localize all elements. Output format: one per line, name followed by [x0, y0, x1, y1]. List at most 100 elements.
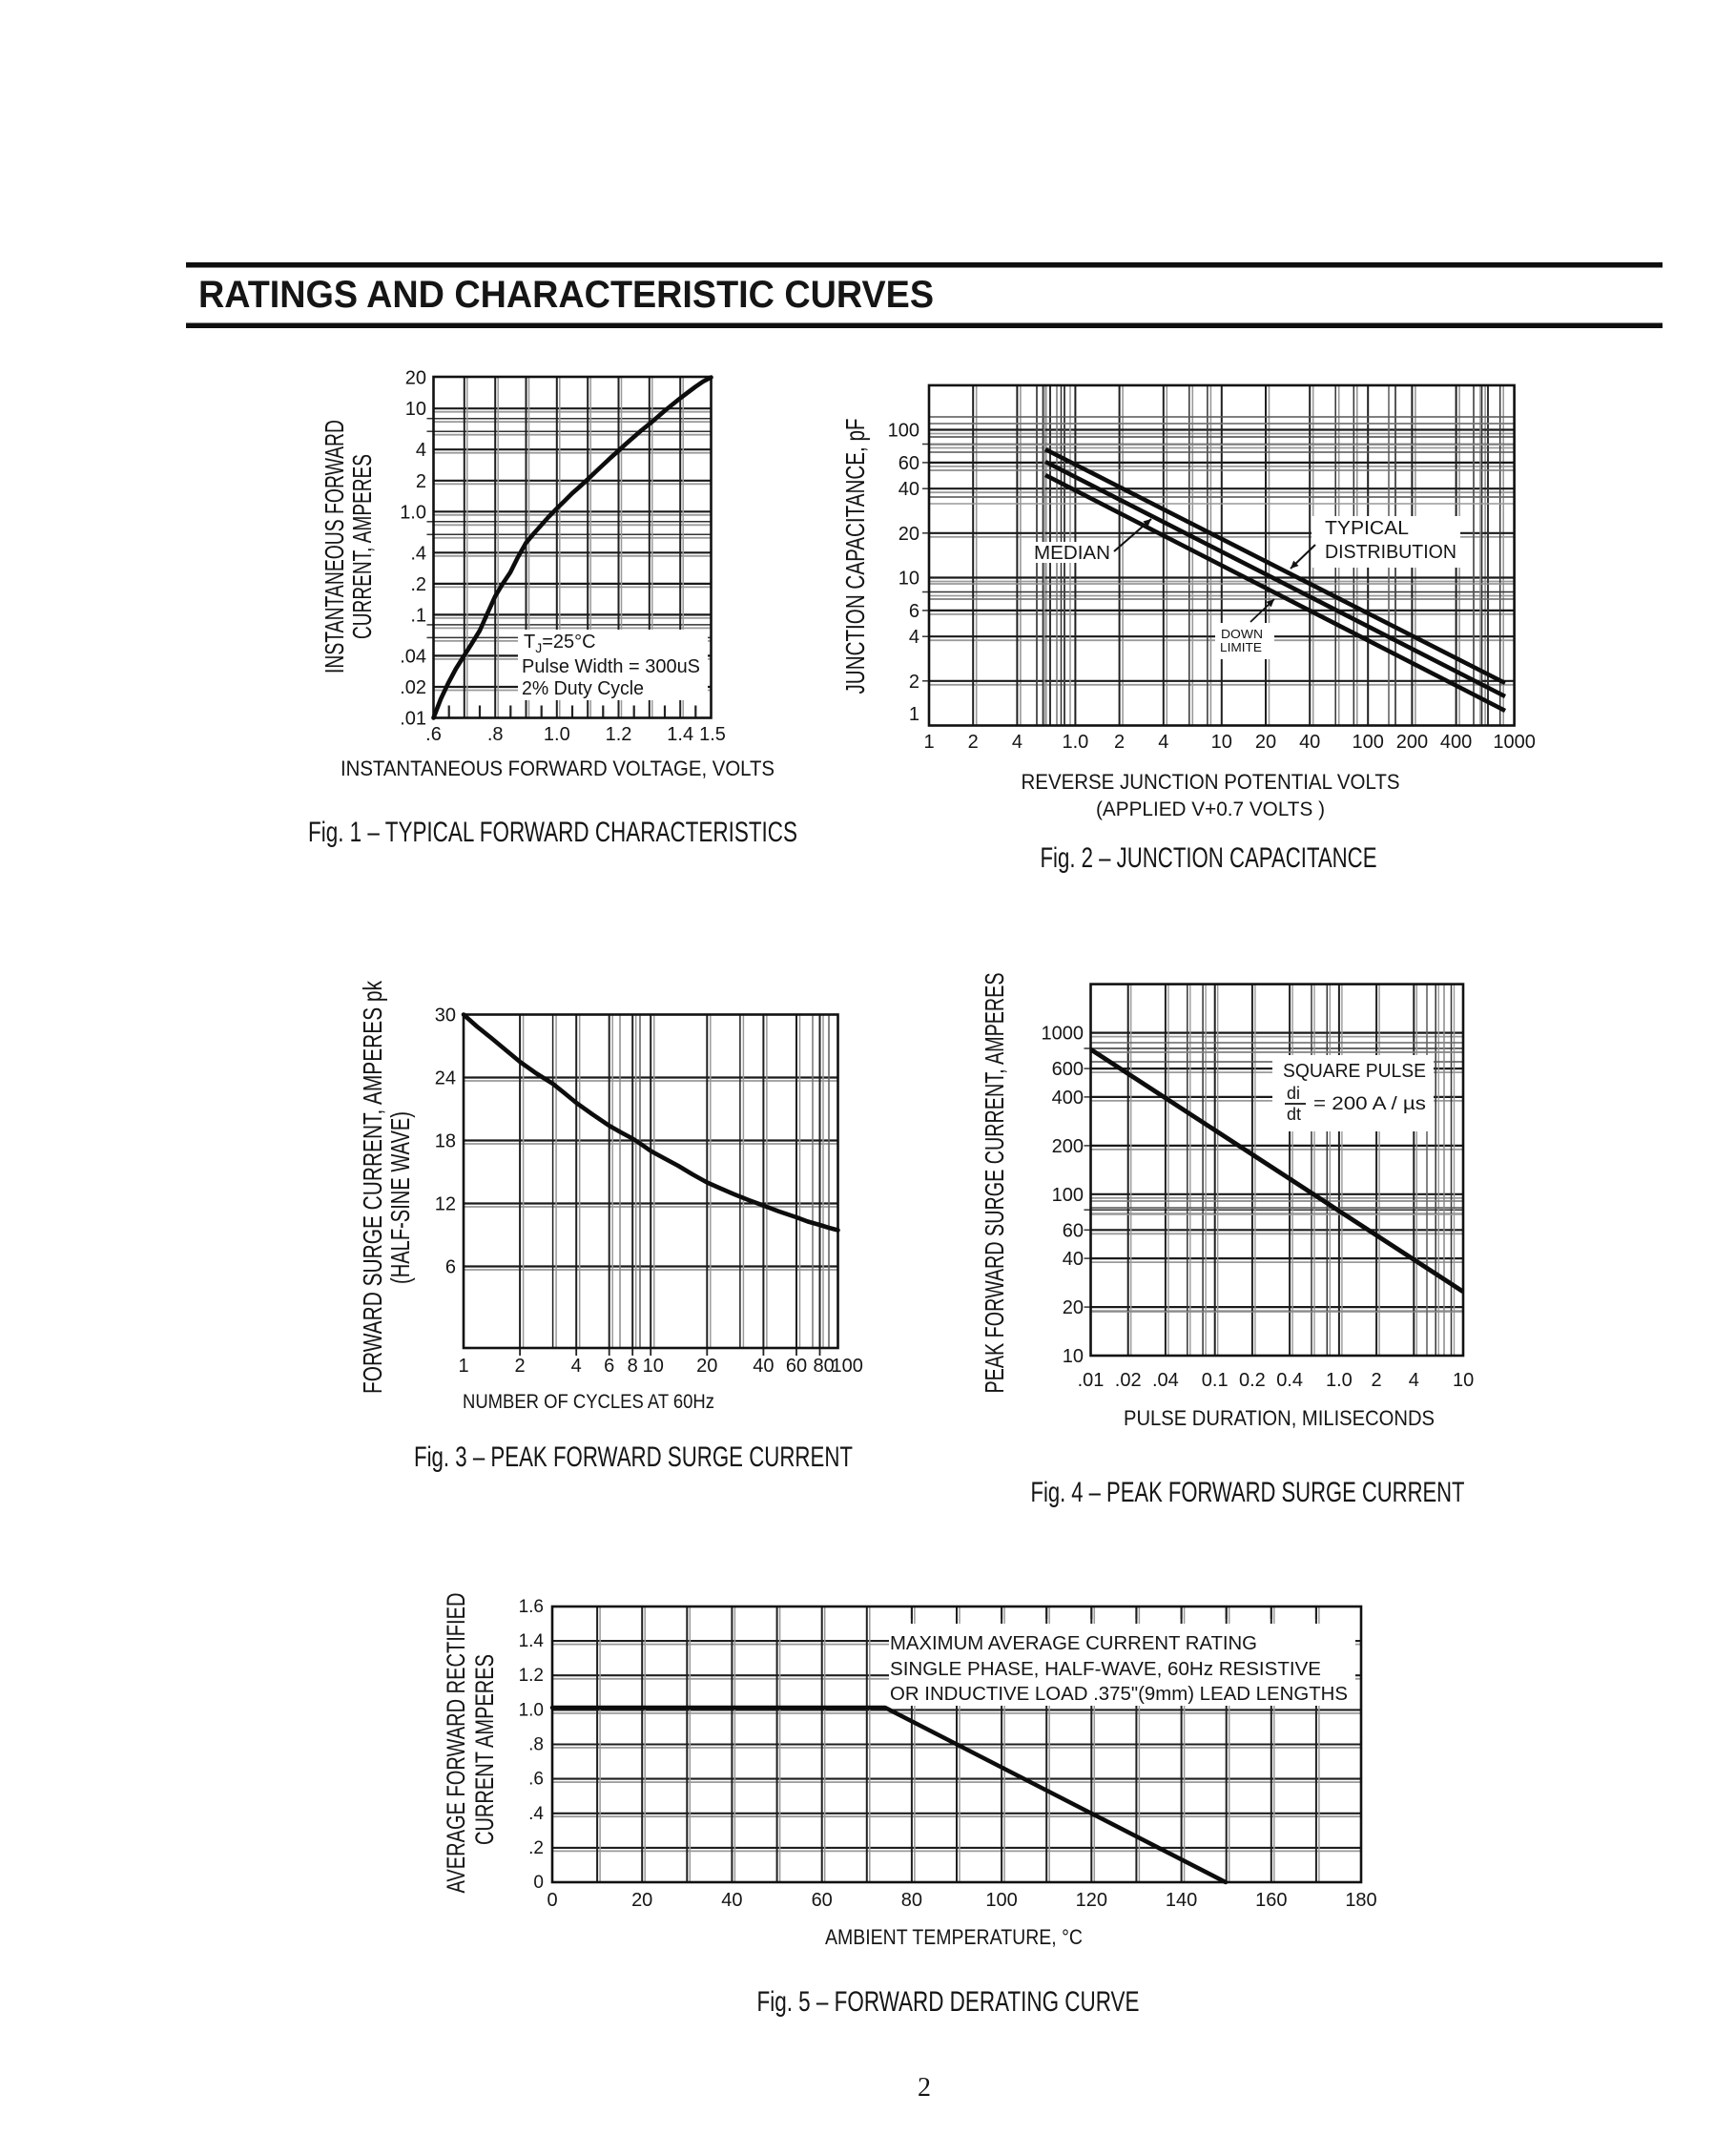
svg-text:18: 18 [435, 1131, 456, 1152]
svg-text:SQUARE PULSE: SQUARE PULSE [1283, 1061, 1426, 1082]
svg-text:6: 6 [604, 1356, 614, 1377]
svg-text:10: 10 [898, 569, 919, 590]
svg-text:MEDIAN: MEDIAN [1034, 543, 1110, 564]
svg-text:1.0: 1.0 [519, 1700, 544, 1720]
svg-text:.8: .8 [528, 1735, 544, 1755]
svg-text:Fig. 4 – PEAK FORWARD SURGE CU: Fig. 4 – PEAK FORWARD SURGE CURRENT [1031, 1477, 1465, 1508]
svg-text:Fig. 2 – JUNCTION CAPACITANCE: Fig. 2 – JUNCTION CAPACITANCE [1041, 842, 1377, 874]
svg-text:6: 6 [909, 601, 919, 622]
svg-text:40: 40 [1299, 732, 1320, 753]
svg-text:1.0: 1.0 [544, 724, 570, 745]
svg-text:400: 400 [1440, 732, 1472, 753]
svg-text:20: 20 [898, 524, 919, 545]
svg-text:0.4: 0.4 [1276, 1370, 1303, 1391]
svg-text:0: 0 [533, 1873, 544, 1893]
svg-text:2: 2 [515, 1356, 526, 1377]
svg-text:1: 1 [923, 732, 934, 753]
svg-text:REVERSE JUNCTION POTENTIAL: REVERSE JUNCTION POTENTIAL VOLTS [1022, 770, 1400, 794]
svg-text:PEAK FORWARD SURGE CURRENT, AM: PEAK FORWARD SURGE CURRENT, AMPERES [980, 973, 1009, 1394]
svg-text:Fig. 1 – TYPICAL FORWARD CHARA: Fig. 1 – TYPICAL FORWARD CHARACTERISTICS [308, 817, 797, 848]
svg-text:= 200 A / µs: = 200 A / µs [1313, 1094, 1426, 1114]
svg-text:20: 20 [1255, 732, 1276, 753]
svg-text:60: 60 [898, 453, 919, 474]
svg-text:1.0: 1.0 [400, 502, 426, 523]
svg-text:PULSE DURATION, MILISECONDS: PULSE DURATION, MILISECONDS [1124, 1406, 1435, 1430]
svg-text:.02: .02 [1115, 1370, 1142, 1391]
svg-text:1.6: 1.6 [519, 1597, 544, 1617]
svg-text:160: 160 [1255, 1890, 1287, 1911]
svg-text:2% Duty Cycle: 2% Duty Cycle [522, 678, 644, 699]
svg-text:4: 4 [571, 1356, 582, 1377]
svg-text:30: 30 [435, 1005, 456, 1026]
svg-text:SINGLE PHASE, HALF-WAVE, 60: SINGLE PHASE, HALF-WAVE, 60Hz RESISTIVE [890, 1658, 1321, 1680]
svg-text:Fig. 3 – PEAK FORWARD SURGE CU: Fig. 3 – PEAK FORWARD SURGE CURRENT [414, 1441, 853, 1473]
svg-text:1: 1 [458, 1356, 468, 1377]
svg-text:0: 0 [547, 1890, 557, 1911]
svg-text:2: 2 [1114, 732, 1125, 753]
svg-text:1: 1 [909, 704, 919, 725]
svg-text:40: 40 [898, 479, 919, 500]
svg-text:.04: .04 [1152, 1370, 1179, 1391]
svg-text:400: 400 [1052, 1088, 1084, 1109]
svg-text:60: 60 [1063, 1220, 1084, 1241]
svg-text:10: 10 [1211, 732, 1232, 753]
svg-text:20: 20 [631, 1890, 652, 1911]
svg-text:1.0: 1.0 [1326, 1370, 1353, 1391]
svg-text:20: 20 [1063, 1297, 1084, 1318]
svg-text:4: 4 [909, 627, 919, 648]
svg-text:dt: dt [1287, 1105, 1301, 1124]
svg-text:.01: .01 [400, 709, 426, 730]
svg-text:1.2: 1.2 [519, 1666, 544, 1686]
svg-text:1.0: 1.0 [1062, 732, 1088, 753]
svg-text:INSTANTANEOUS FORWARD VOLTAG: INSTANTANEOUS FORWARD VOLTAGE, VOLTS [341, 757, 775, 780]
svg-text:(APPLIED V+0.7 VOLTS ): (APPLIED V+0.7 VOLTS ) [1096, 798, 1325, 820]
svg-text:.01: .01 [1078, 1370, 1105, 1391]
svg-text:2: 2 [968, 732, 979, 753]
svg-text:200: 200 [1396, 732, 1428, 753]
svg-text:TJ=25°C: TJ=25°C [524, 632, 596, 655]
svg-text:AMBIENT TEMPERATURE, °C: AMBIENT TEMPERATURE, °C [825, 1925, 1083, 1949]
svg-text:2: 2 [918, 2073, 931, 2103]
svg-text:.4: .4 [410, 543, 426, 564]
svg-text:CURRENT AMPERES: CURRENT AMPERES [470, 1654, 499, 1845]
svg-text:Pulse Width = 300uS: Pulse Width = 300uS [522, 656, 700, 677]
svg-text:(HALF-SINE WAVE): (HALF-SINE WAVE) [385, 1111, 415, 1284]
svg-text:RATINGS AND CHARACTERISTIC CUR: RATINGS AND CHARACTERISTIC CURVES [198, 274, 934, 316]
svg-text:INSTANTANEOUS FORWARD: INSTANTANEOUS FORWARD [320, 420, 349, 674]
svg-text:AVERAGE FORWARD RECTIFIED: AVERAGE FORWARD RECTIFIED [442, 1593, 470, 1894]
svg-text:.04: .04 [400, 646, 426, 667]
svg-text:.02: .02 [400, 677, 426, 698]
svg-text:12: 12 [435, 1194, 456, 1215]
svg-text:0.2: 0.2 [1239, 1370, 1266, 1391]
svg-text:80: 80 [901, 1890, 922, 1911]
svg-text:10: 10 [1453, 1370, 1474, 1391]
svg-text:4: 4 [1409, 1370, 1419, 1391]
svg-text:TYPICAL: TYPICAL [1325, 518, 1409, 539]
svg-text:8: 8 [628, 1356, 638, 1377]
svg-text:di: di [1287, 1084, 1300, 1103]
svg-text:0.1: 0.1 [1202, 1370, 1229, 1391]
svg-text:60: 60 [812, 1890, 833, 1911]
svg-text:24: 24 [435, 1068, 456, 1089]
svg-text:40: 40 [721, 1890, 742, 1911]
svg-text:10: 10 [405, 399, 426, 420]
svg-text:CURRENT, AMPERES: CURRENT, AMPERES [347, 454, 377, 639]
svg-text:1000: 1000 [1042, 1024, 1084, 1045]
svg-text:4: 4 [416, 440, 426, 461]
svg-text:LIMITE: LIMITE [1220, 640, 1262, 654]
svg-text:.1: .1 [410, 605, 426, 626]
svg-text:40: 40 [753, 1356, 774, 1377]
svg-text:1.2: 1.2 [606, 724, 632, 745]
svg-text:2: 2 [1372, 1370, 1382, 1391]
svg-text:2: 2 [416, 471, 426, 492]
svg-text:40: 40 [1063, 1249, 1084, 1270]
svg-text:.4: .4 [528, 1804, 544, 1824]
svg-text:140: 140 [1166, 1890, 1197, 1911]
svg-text:1.4: 1.4 [519, 1631, 545, 1651]
svg-text:600: 600 [1052, 1059, 1084, 1080]
svg-text:20: 20 [696, 1356, 717, 1377]
svg-text:80: 80 [813, 1356, 834, 1377]
svg-text:6: 6 [445, 1257, 456, 1278]
svg-text:DOWN: DOWN [1221, 627, 1263, 641]
svg-text:OR INDUCTIVE LOAD .375"(9mm: OR INDUCTIVE LOAD .375"(9mm) LEAD LENGTH… [890, 1683, 1348, 1705]
